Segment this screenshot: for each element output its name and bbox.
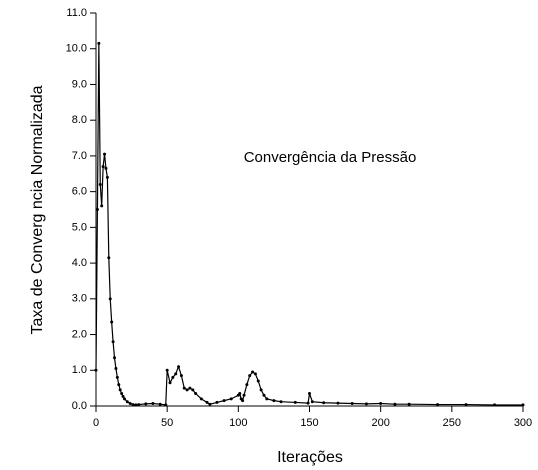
marker — [182, 386, 186, 390]
y-tick-label: 8.0 — [72, 114, 87, 126]
y-tick-label: 10.0 — [66, 43, 87, 55]
marker — [229, 397, 233, 401]
marker — [103, 152, 107, 156]
x-tick-label: 100 — [229, 417, 247, 429]
marker — [113, 356, 117, 360]
annotation: Convergência da Pressão — [244, 149, 417, 166]
marker — [245, 383, 249, 387]
marker — [379, 401, 383, 405]
marker — [253, 372, 257, 376]
marker — [336, 401, 340, 405]
x-tick-label: 200 — [371, 417, 389, 429]
line — [95, 43, 523, 406]
x-axis-label: Iterações — [277, 449, 343, 466]
marker — [95, 208, 99, 211]
marker — [104, 166, 108, 170]
marker — [208, 402, 212, 406]
x-tick-label: 250 — [443, 417, 461, 429]
y-tick-label: 2.0 — [72, 328, 87, 340]
marker — [151, 401, 155, 405]
marker — [262, 393, 266, 397]
y-tick-label: 0.0 — [72, 400, 87, 412]
marker — [199, 397, 203, 401]
marker — [393, 402, 397, 406]
marker — [165, 368, 169, 372]
marker — [131, 403, 135, 407]
marker — [521, 403, 525, 407]
marker — [121, 394, 125, 398]
marker — [128, 401, 132, 405]
marker — [114, 366, 118, 370]
marker — [350, 401, 354, 405]
marker — [134, 403, 138, 407]
marker — [188, 386, 192, 390]
marker — [222, 399, 226, 403]
marker — [168, 381, 172, 385]
marker — [164, 403, 168, 407]
y-tick-label: 6.0 — [72, 186, 87, 198]
marker — [279, 400, 283, 404]
marker — [110, 320, 114, 324]
marker — [171, 375, 175, 379]
marker — [100, 204, 104, 208]
marker — [174, 372, 178, 376]
marker — [117, 383, 121, 387]
marker — [137, 403, 141, 407]
marker — [97, 41, 101, 45]
marker — [238, 391, 242, 395]
marker — [322, 401, 326, 405]
marker — [215, 400, 219, 404]
marker — [407, 402, 411, 406]
marker — [118, 388, 122, 392]
marker — [101, 165, 105, 169]
marker — [464, 403, 468, 407]
marker — [122, 397, 126, 401]
marker — [179, 374, 183, 378]
y-tick-label: 11.0 — [66, 7, 87, 19]
marker — [194, 391, 198, 395]
marker — [107, 256, 111, 260]
y-axis-label: Taxa de Converg ncia Normalizada — [29, 85, 46, 334]
marker — [125, 400, 129, 404]
marker — [256, 379, 260, 383]
marker — [185, 388, 189, 392]
y-tick-label: 9.0 — [72, 78, 87, 90]
marker — [98, 182, 102, 186]
marker — [436, 403, 440, 407]
marker — [310, 400, 314, 404]
marker — [259, 388, 263, 392]
marker — [144, 402, 148, 406]
marker — [191, 388, 195, 392]
marker — [158, 402, 162, 406]
marker — [251, 370, 255, 374]
marker — [111, 340, 115, 344]
y-tick-label: 7.0 — [72, 150, 87, 162]
marker — [120, 391, 124, 395]
marker — [364, 402, 368, 406]
marker — [493, 403, 497, 407]
marker — [94, 368, 98, 372]
marker — [205, 400, 209, 404]
marker — [265, 397, 269, 401]
y-tick-label: 1.0 — [72, 364, 87, 376]
y-tick-label: 4.0 — [72, 257, 87, 269]
marker — [272, 399, 276, 403]
marker — [293, 400, 297, 404]
marker — [242, 393, 246, 397]
marker — [308, 391, 311, 395]
x-tick-label: 0 — [93, 417, 99, 429]
marker — [108, 297, 112, 301]
marker — [241, 399, 245, 403]
y-tick-label: 5.0 — [72, 221, 87, 233]
marker — [306, 401, 310, 405]
x-tick-label: 150 — [300, 417, 318, 429]
marker — [115, 375, 119, 379]
x-tick-label: 50 — [161, 417, 173, 429]
marker — [105, 175, 109, 179]
x-tick-label: 300 — [514, 417, 532, 429]
marker — [177, 365, 181, 369]
y-tick-label: 3.0 — [72, 293, 87, 305]
marker — [248, 374, 252, 378]
